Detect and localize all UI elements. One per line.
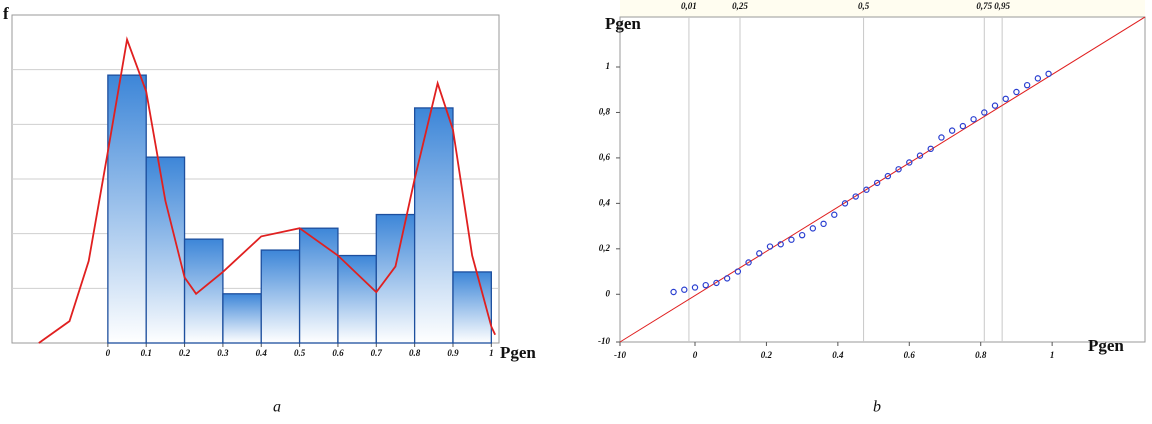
- x-axis-label: Pgen: [1088, 336, 1124, 355]
- x-tick-label: -10: [614, 350, 626, 360]
- x-tick-label: 0.9: [447, 348, 459, 358]
- x-tick-label: 0.8: [409, 348, 421, 358]
- y-tick-label: 0,4: [599, 197, 611, 207]
- bar: [452, 271, 492, 344]
- x-tick-label: 0.6: [904, 350, 916, 360]
- x2-tick-label: 0,5: [858, 1, 870, 11]
- x-tick-label: 1: [489, 348, 494, 358]
- point: [831, 211, 838, 218]
- y-tick-label: 0: [606, 288, 611, 298]
- point: [734, 268, 742, 275]
- point: [681, 286, 688, 293]
- caption: a: [273, 399, 281, 416]
- bar: [260, 249, 301, 344]
- bar: [413, 107, 454, 344]
- point: [702, 281, 709, 289]
- y-axis-label: f: [3, 4, 9, 23]
- point: [1013, 88, 1020, 96]
- point: [873, 179, 881, 187]
- point: [766, 243, 774, 250]
- x-tick-label: 0.3: [217, 348, 229, 358]
- point: [788, 236, 795, 243]
- density-curve: [38, 36, 496, 344]
- point: [1045, 70, 1052, 78]
- x-tick-label: 0.2: [761, 350, 773, 360]
- bar: [375, 213, 416, 344]
- point: [1034, 75, 1042, 82]
- point: [916, 152, 924, 159]
- point: [895, 166, 902, 173]
- y-tick-label: -10: [598, 336, 610, 346]
- x-tick-label: 0.4: [832, 350, 844, 360]
- x-tick-label: 0.4: [256, 348, 268, 358]
- point: [927, 145, 934, 153]
- point: [777, 241, 784, 248]
- point: [906, 159, 913, 166]
- top-strip: [620, 0, 1145, 17]
- bar: [145, 156, 186, 344]
- point: [948, 127, 956, 134]
- point: [884, 172, 892, 180]
- x2-tick-label: 0,95: [994, 1, 1010, 11]
- point: [863, 186, 870, 193]
- point: [691, 284, 699, 291]
- point: [756, 250, 763, 257]
- caption: b: [873, 399, 881, 416]
- x-tick-label: 0: [693, 350, 698, 360]
- y-tick-label: 0,6: [599, 152, 611, 162]
- bar: [337, 254, 377, 344]
- bar: [107, 74, 147, 344]
- point: [820, 220, 827, 228]
- point: [959, 122, 967, 130]
- point: [1002, 95, 1009, 103]
- point: [723, 275, 731, 282]
- bar: [183, 238, 224, 344]
- x2-tick-label: 0,25: [732, 1, 748, 11]
- x-tick-label: 0.6: [332, 348, 344, 358]
- point: [809, 225, 817, 232]
- point: [970, 116, 977, 123]
- x-tick-label: 0: [106, 348, 111, 358]
- y-tick-label: 0,2: [599, 243, 611, 253]
- point: [841, 200, 849, 207]
- x-tick-label: 0.7: [371, 348, 383, 358]
- point: [798, 231, 806, 239]
- point: [938, 134, 945, 141]
- point: [745, 259, 752, 266]
- x-tick-label: 0.8: [975, 350, 987, 360]
- bar: [298, 227, 339, 344]
- point: [852, 193, 859, 200]
- x2-tick-label: 0,75: [976, 1, 992, 11]
- y-tick-label: 0,8: [599, 107, 611, 117]
- x-tick-label: 1: [1050, 350, 1055, 360]
- x2-tick-label: 0,01: [681, 1, 697, 11]
- point: [1023, 81, 1031, 89]
- y-tick-label: 1: [606, 61, 611, 71]
- point: [670, 288, 677, 296]
- point: [713, 279, 720, 287]
- x-tick-label: 0.2: [179, 348, 191, 358]
- point: [991, 102, 999, 109]
- point: [981, 109, 988, 116]
- x-tick-label: 0.1: [141, 348, 152, 358]
- x-axis-label: Pgen: [500, 343, 536, 362]
- bar: [222, 293, 262, 344]
- x-tick-label: 0.5: [294, 348, 306, 358]
- y-axis-label: Pgen: [605, 14, 641, 33]
